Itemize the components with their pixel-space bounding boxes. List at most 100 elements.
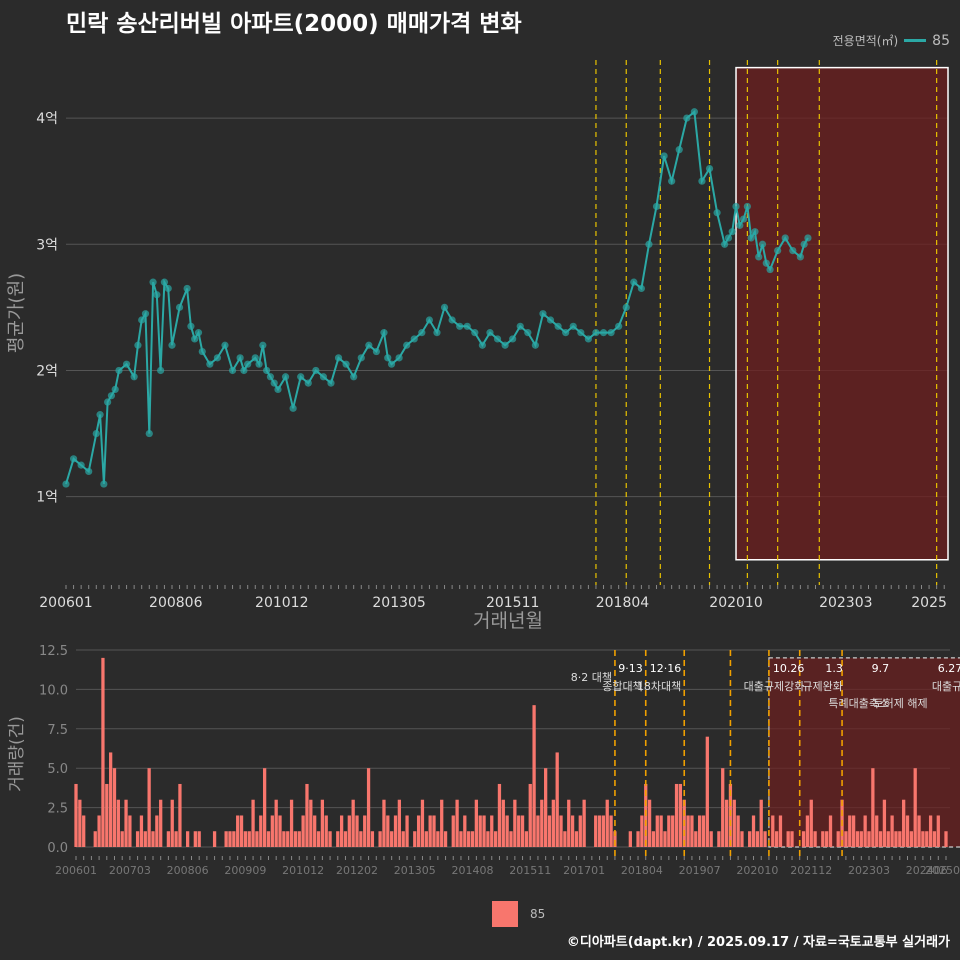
volume-bar xyxy=(116,799,120,847)
price-point xyxy=(270,379,278,387)
volume-bar xyxy=(135,831,140,847)
volume-x-tick-label: 201907 xyxy=(679,864,721,877)
volume-bar xyxy=(805,815,810,847)
price-point xyxy=(312,366,320,375)
price-x-tick-label: 202010 xyxy=(709,595,762,611)
volume-bar xyxy=(932,831,937,847)
volume-y-tick-label: 0.0 xyxy=(47,841,68,856)
price-point xyxy=(149,278,157,286)
volume-bar xyxy=(601,815,606,847)
volume-bar xyxy=(212,831,217,847)
price-point xyxy=(486,329,494,337)
volume-bar xyxy=(432,815,436,847)
policy-annotation-text: 규제완화 xyxy=(802,680,842,693)
volume-bar xyxy=(297,831,301,847)
volume-bar xyxy=(159,799,163,847)
price-point xyxy=(187,322,195,330)
price-point xyxy=(96,411,104,419)
volume-bar xyxy=(882,799,887,847)
price-point xyxy=(539,310,547,318)
volume-bar xyxy=(459,831,463,847)
price-x-tick-label: 201804 xyxy=(596,595,650,611)
volume-bar xyxy=(570,815,575,847)
volume-bar xyxy=(540,799,544,847)
price-point xyxy=(758,240,767,248)
volume-y-tick-label: 10.0 xyxy=(39,683,68,698)
volume-bar xyxy=(416,815,421,847)
price-highlight-region xyxy=(735,66,949,561)
price-point xyxy=(478,341,486,349)
volume-bar xyxy=(755,831,760,847)
volume-bar xyxy=(467,831,471,847)
volume-x-tick-label: 200703 xyxy=(109,864,151,877)
price-point xyxy=(622,303,630,311)
price-point xyxy=(516,322,524,330)
volume-bar xyxy=(324,815,328,847)
volume-y-tick-label: 12.5 xyxy=(39,644,68,659)
policy-annotation-date: 9·13 xyxy=(618,662,643,675)
price-point xyxy=(645,240,653,248)
price-point xyxy=(85,467,93,476)
volume-bar xyxy=(428,815,432,847)
price-point xyxy=(584,335,592,343)
price-point xyxy=(418,329,426,337)
price-point xyxy=(410,335,418,343)
price-point xyxy=(728,228,736,236)
volume-bar xyxy=(193,831,197,847)
price-point xyxy=(138,316,146,324)
volume-bar xyxy=(547,815,552,847)
price-point xyxy=(766,265,774,274)
price-point xyxy=(244,360,252,368)
price-point xyxy=(236,354,244,362)
price-point xyxy=(668,177,676,185)
price-point xyxy=(615,322,623,330)
volume-bar xyxy=(513,799,517,847)
volume-bar xyxy=(582,799,586,847)
volume-bar xyxy=(528,783,532,847)
price-point xyxy=(380,329,388,337)
price-point xyxy=(660,152,668,160)
policy-annotation-text: 18차대책 xyxy=(637,680,681,693)
volume-bar xyxy=(305,783,309,847)
volume-bar xyxy=(390,831,394,847)
volume-bar xyxy=(293,831,298,847)
volume-bar xyxy=(886,831,890,847)
price-point xyxy=(599,329,608,337)
volume-x-tick-label: 201511 xyxy=(509,864,551,877)
price-point xyxy=(145,429,153,438)
price-point xyxy=(297,373,305,381)
volume-bar xyxy=(413,831,417,847)
price-x-tick-label: 201305 xyxy=(372,595,425,611)
price-point xyxy=(69,455,78,463)
price-point xyxy=(690,108,698,116)
volume-bar xyxy=(809,799,813,847)
volume-bar xyxy=(351,799,355,847)
volume-bar xyxy=(262,768,267,847)
price-point xyxy=(263,366,271,375)
price-x-tick-label: 2025 xyxy=(911,595,947,611)
volume-bar xyxy=(370,831,375,847)
price-point xyxy=(255,360,263,368)
price-point xyxy=(122,360,131,368)
volume-bar xyxy=(436,831,440,847)
price-point xyxy=(569,322,577,330)
volume-bar xyxy=(386,815,390,847)
volume-bar xyxy=(736,815,740,847)
volume-bar xyxy=(339,815,344,847)
volume-bar xyxy=(74,783,78,847)
volume-bar xyxy=(151,831,155,847)
price-point xyxy=(350,373,358,381)
volume-bar xyxy=(236,815,240,847)
volume-bar xyxy=(686,815,690,847)
price-point xyxy=(509,335,517,343)
volume-x-tick-label: 202010 xyxy=(736,864,778,877)
volume-bar xyxy=(139,815,144,847)
volume-bar xyxy=(574,831,579,847)
price-point xyxy=(281,373,290,381)
price-x-tick-label: 200601 xyxy=(39,595,92,611)
volume-x-tick-label: 202112 xyxy=(790,864,832,877)
volume-bar xyxy=(751,815,756,847)
volume-bar xyxy=(532,705,536,847)
price-point xyxy=(804,234,812,242)
price-point xyxy=(62,480,70,488)
